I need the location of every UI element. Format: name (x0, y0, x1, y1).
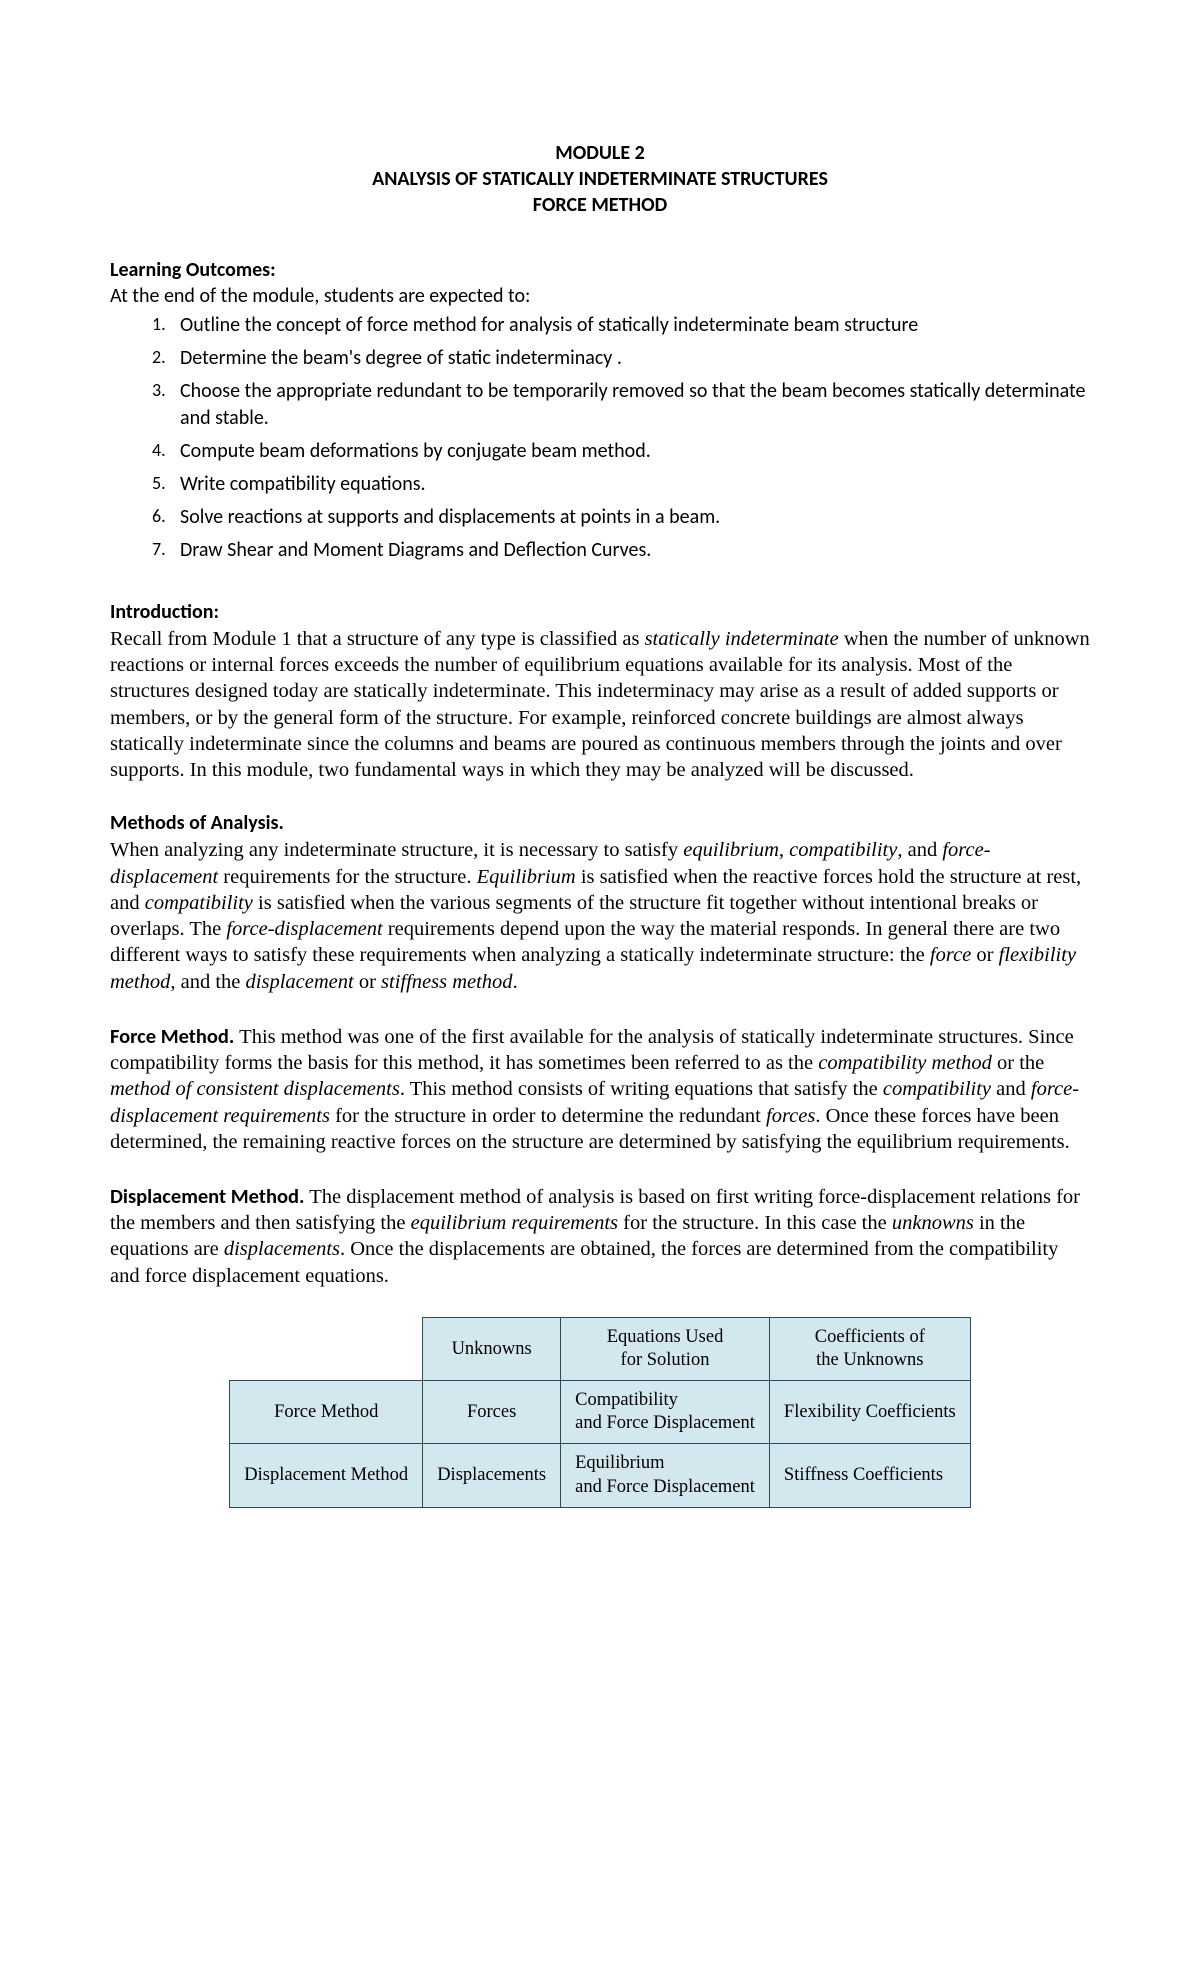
row-label: Force Method (230, 1381, 423, 1444)
list-item: 7.Draw Shear and Moment Diagrams and Def… (152, 537, 1090, 564)
list-item: 6.Solve reactions at supports and displa… (152, 504, 1090, 531)
document-title: MODULE 2 ANALYSIS OF STATICALLY INDETERM… (110, 140, 1090, 218)
cell: Stiffness Coefficients (769, 1444, 970, 1507)
list-item: 5.Write compatibility equations. (152, 471, 1090, 498)
cell: Compatibilityand Force Displacement (561, 1381, 770, 1444)
table-row: Force Method Forces Compatibilityand For… (230, 1381, 970, 1444)
force-method-paragraph: Force Method. This method was one of the… (110, 1023, 1090, 1155)
col-unknowns: Unknowns (423, 1317, 561, 1380)
list-item: 3.Choose the appropriate redundant to be… (152, 378, 1090, 432)
row-label: Displacement Method (230, 1444, 423, 1507)
displacement-method-paragraph: Displacement Method. The displacement me… (110, 1183, 1090, 1289)
col-coefficients: Coefficients ofthe Unknowns (769, 1317, 970, 1380)
learning-outcomes-lead: At the end of the module, students are e… (110, 284, 1090, 308)
blank-cell (230, 1317, 423, 1380)
methods-heading: Methods of Analysis. (110, 811, 1090, 835)
introduction-heading: Introduction: (110, 600, 1090, 624)
comparison-table: Unknowns Equations Usedfor Solution Coef… (229, 1317, 970, 1508)
list-item: 2.Determine the beam's degree of static … (152, 345, 1090, 372)
displacement-method-lead: Displacement Method. (110, 1183, 304, 1209)
title-line-2: ANALYSIS OF STATICALLY INDETERMINATE STR… (110, 166, 1090, 192)
learning-outcomes-list: 1.Outline the concept of force method fo… (110, 312, 1090, 564)
learning-outcomes-heading: Learning Outcomes: (110, 258, 1090, 282)
col-equations: Equations Usedfor Solution (561, 1317, 770, 1380)
cell: Displacements (423, 1444, 561, 1507)
table-row: Displacement Method Displacements Equili… (230, 1444, 970, 1507)
table-row: Unknowns Equations Usedfor Solution Coef… (230, 1317, 970, 1380)
list-item: 1.Outline the concept of force method fo… (152, 312, 1090, 339)
cell: Forces (423, 1381, 561, 1444)
methods-paragraph: When analyzing any indeterminate structu… (110, 837, 1090, 994)
list-item: 4.Compute beam deformations by conjugate… (152, 438, 1090, 465)
cell: Equilibriumand Force Displacement (561, 1444, 770, 1507)
force-method-lead: Force Method. (110, 1023, 234, 1049)
cell: Flexibility Coefficients (769, 1381, 970, 1444)
title-line-3: FORCE METHOD (110, 192, 1090, 218)
introduction-paragraph: Recall from Module 1 that a structure of… (110, 626, 1090, 783)
title-line-1: MODULE 2 (110, 140, 1090, 166)
